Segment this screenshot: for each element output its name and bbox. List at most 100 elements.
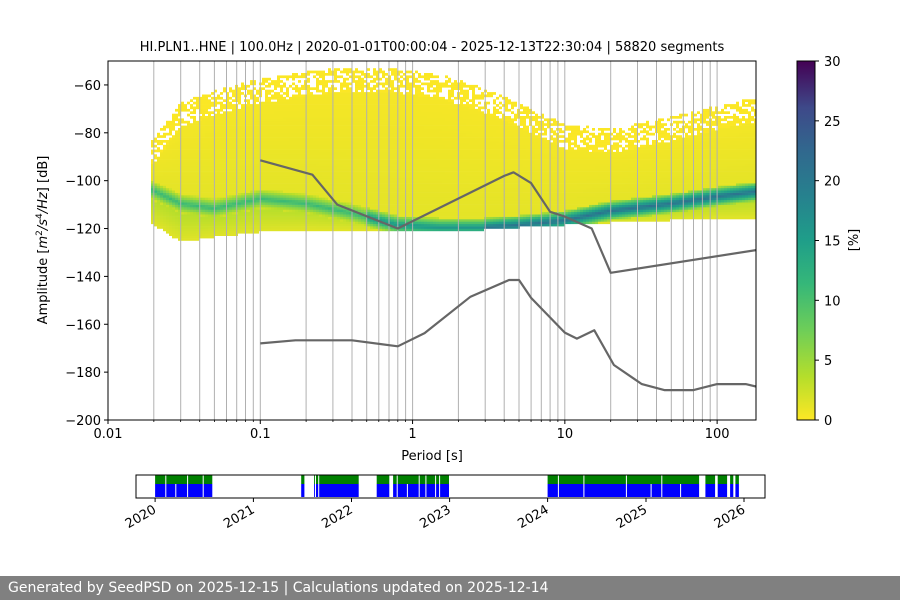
heatmap-cell xyxy=(394,116,397,119)
heatmap-cell xyxy=(322,190,325,193)
heatmap-cell xyxy=(190,204,193,208)
heatmap-cell xyxy=(334,108,337,112)
heatmap-cell xyxy=(325,101,328,105)
heatmap-cell xyxy=(196,104,199,107)
heatmap-cell xyxy=(328,113,331,117)
heatmap-cell xyxy=(400,204,403,208)
heatmap-cell xyxy=(208,214,211,217)
heatmap-cell xyxy=(307,214,310,217)
heatmap-cell xyxy=(364,163,367,167)
heatmap-cell xyxy=(394,209,397,213)
heatmap-cell xyxy=(250,202,253,205)
heatmap-cell xyxy=(325,173,328,177)
heatmap-cell xyxy=(238,207,241,210)
heatmap-cell xyxy=(268,128,271,131)
heatmap-cell xyxy=(214,211,217,215)
heatmap-cell xyxy=(337,108,340,112)
heatmap-cell xyxy=(214,173,217,177)
heatmap-cell xyxy=(247,207,250,210)
heatmap-cell xyxy=(304,195,307,198)
heatmap-cell xyxy=(169,197,172,201)
heatmap-cell xyxy=(289,161,292,165)
heatmap-cell xyxy=(343,135,346,138)
heatmap-cell xyxy=(238,223,241,227)
heatmap-cell xyxy=(238,161,241,165)
heatmap-cell xyxy=(187,180,190,184)
heatmap-cell xyxy=(229,171,232,174)
heatmap-cell xyxy=(322,159,325,162)
heatmap-cell xyxy=(286,75,289,79)
heatmap-cell xyxy=(403,195,406,198)
heatmap-cell xyxy=(361,151,364,155)
heatmap-cell xyxy=(361,149,364,153)
heatmap-cell xyxy=(256,130,259,134)
heatmap-cell xyxy=(172,178,175,181)
heatmap-cell xyxy=(328,94,331,98)
heatmap-cell xyxy=(199,120,202,124)
heatmap-cell xyxy=(202,149,205,153)
heatmap-cell xyxy=(178,166,181,169)
heatmap-cell xyxy=(178,173,181,177)
heatmap-cell xyxy=(301,75,304,79)
heatmap-cell xyxy=(256,214,259,217)
heatmap-cell xyxy=(193,149,196,153)
heatmap-cell xyxy=(385,101,388,105)
heatmap-cell xyxy=(220,230,223,234)
heatmap-cell xyxy=(256,204,259,208)
heatmap-cell xyxy=(208,116,211,119)
heatmap-cell xyxy=(214,144,217,148)
heatmap-cell xyxy=(250,120,253,124)
heatmap-cell xyxy=(307,132,310,136)
heatmap-cell xyxy=(268,125,271,129)
heatmap-cell xyxy=(238,230,241,234)
heatmap-cell xyxy=(316,99,319,102)
heatmap-cell xyxy=(190,223,193,227)
heatmap-cell xyxy=(355,118,358,122)
heatmap-cell xyxy=(322,183,325,186)
heatmap-cell xyxy=(403,197,406,201)
heatmap-cell xyxy=(361,211,364,215)
heatmap-cell xyxy=(211,214,214,217)
heatmap-cell xyxy=(319,118,322,122)
heatmap-cell xyxy=(253,202,256,205)
heatmap-cell xyxy=(301,108,304,112)
heatmap-cell xyxy=(211,192,214,196)
heatmap-cell xyxy=(328,171,331,174)
heatmap-cell xyxy=(184,178,187,181)
heatmap-cell xyxy=(169,195,172,198)
heatmap-cell xyxy=(286,128,289,131)
heatmap-cell xyxy=(298,89,301,93)
heatmap-cell xyxy=(190,159,193,162)
heatmap-cell xyxy=(379,219,382,222)
heatmap-cell xyxy=(352,223,355,227)
heatmap-cell xyxy=(268,140,271,143)
heatmap-cell xyxy=(280,154,283,157)
heatmap-cell xyxy=(163,183,166,186)
heatmap-cell xyxy=(184,120,187,124)
heatmap-cell xyxy=(232,168,235,172)
heatmap-cell xyxy=(343,214,346,217)
heatmap-cell xyxy=(223,183,226,186)
heatmap-cell xyxy=(370,104,373,107)
heatmap-cell xyxy=(289,101,292,105)
heatmap-cell xyxy=(340,209,343,213)
heatmap-cell xyxy=(391,123,394,126)
heatmap-cell xyxy=(400,228,403,232)
heatmap-cell xyxy=(232,147,235,150)
heatmap-cell xyxy=(301,128,304,131)
heatmap-cell xyxy=(349,178,352,181)
heatmap-cell xyxy=(394,92,397,95)
heatmap-cell xyxy=(223,226,226,229)
heatmap-cell xyxy=(211,228,214,232)
heatmap-cell xyxy=(334,173,337,177)
heatmap-cell xyxy=(364,113,367,117)
heatmap-cell xyxy=(229,230,232,234)
heatmap-cell xyxy=(322,120,325,124)
heatmap-cell xyxy=(265,219,268,222)
heatmap-cell xyxy=(262,125,265,129)
heatmap-cell xyxy=(370,195,373,198)
heatmap-cell xyxy=(364,192,367,196)
heatmap-cell xyxy=(304,192,307,196)
heatmap-cell xyxy=(274,214,277,217)
heatmap-cell xyxy=(403,101,406,105)
